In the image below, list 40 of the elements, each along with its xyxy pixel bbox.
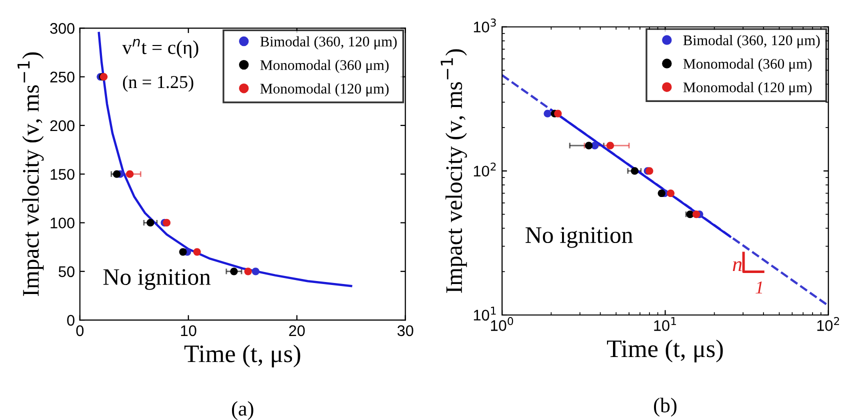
- y-tick-label: 50: [58, 266, 74, 278]
- legend-label: Monomodal (360 μm): [260, 60, 389, 74]
- y-tick-label: 300: [50, 23, 74, 34]
- point: [179, 248, 187, 256]
- legend-label: Bimodal (360, 120 μm): [683, 34, 820, 48]
- text: (a): [232, 401, 254, 420]
- legend-label: Monomodal (360 μm): [683, 58, 812, 72]
- annotation: v$^{n}$t = c(η): [122, 38, 198, 58]
- annotation: No ignition: [526, 227, 633, 248]
- x-axis-title: Time (t, μs): [607, 340, 723, 362]
- x-tick-label: 10$^{2}$: [817, 317, 840, 331]
- text: (b): [654, 398, 676, 417]
- x-tick-label: 20: [289, 325, 305, 336]
- y-axis-title: Impact velocity (v, ms$^{−1}$): [18, 52, 44, 296]
- annotation: (n = 1.25): [123, 75, 194, 92]
- annotation: n: [732, 261, 742, 272]
- point: [146, 218, 154, 227]
- x-tick-label: 10$^{1}$: [654, 317, 676, 331]
- annotation: No ignition: [103, 269, 211, 290]
- point: [252, 268, 260, 276]
- x-tick-label: 10: [181, 325, 196, 336]
- point: [230, 268, 238, 276]
- legend-label: Bimodal (360, 120 μm): [260, 36, 397, 50]
- point: [193, 248, 201, 256]
- y-tick-label: 150: [50, 168, 74, 180]
- y-tick-label: 200: [50, 120, 74, 132]
- y-tick-label: 10$^{3}$: [474, 18, 496, 32]
- x-tick-label: 30: [397, 325, 414, 336]
- point: [126, 170, 134, 178]
- x-axis-title: Time (t, μs): [184, 344, 300, 368]
- point: [112, 170, 121, 178]
- point: [244, 268, 252, 276]
- y-tick-label: 10$^{2}$: [474, 162, 496, 177]
- y-axis-title: Impact velocity (v, ms$^{−1}$): [440, 49, 467, 293]
- y-tick-label: 100: [50, 218, 74, 228]
- annotation: 1: [756, 281, 762, 294]
- legend-label: Monomodal (120 μm): [683, 82, 812, 96]
- legend-label: Monomodal (120 μm): [260, 83, 389, 97]
- y-tick-label: 250: [50, 72, 74, 82]
- x-tick-label: 0: [76, 325, 84, 336]
